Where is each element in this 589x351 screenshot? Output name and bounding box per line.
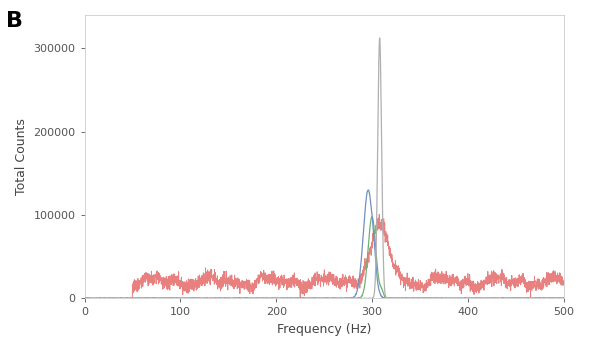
Y-axis label: Total Counts: Total Counts [15,118,28,195]
Text: B: B [6,11,23,31]
X-axis label: Frequency (Hz): Frequency (Hz) [277,323,371,336]
